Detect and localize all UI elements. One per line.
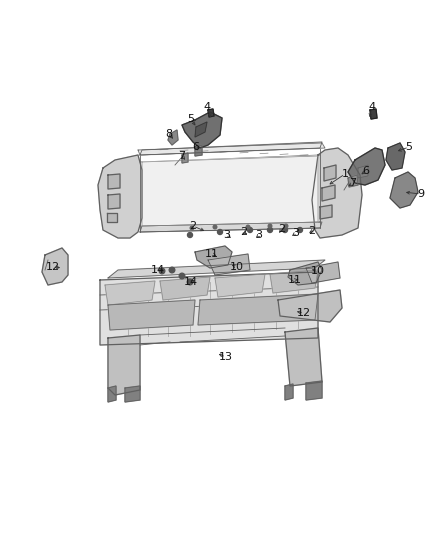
Text: 2: 2 <box>190 221 197 231</box>
Text: 3: 3 <box>255 230 262 240</box>
Polygon shape <box>160 277 210 300</box>
Polygon shape <box>324 165 336 181</box>
Text: 14: 14 <box>151 265 165 275</box>
Polygon shape <box>285 384 293 400</box>
Polygon shape <box>306 262 340 283</box>
Text: 1: 1 <box>342 169 349 179</box>
Polygon shape <box>138 143 325 155</box>
Polygon shape <box>348 175 358 187</box>
Polygon shape <box>390 172 418 208</box>
Text: 9: 9 <box>417 189 424 199</box>
Polygon shape <box>142 156 318 226</box>
Polygon shape <box>105 281 155 305</box>
Text: 14: 14 <box>184 277 198 287</box>
Text: 5: 5 <box>406 142 413 152</box>
Polygon shape <box>108 300 195 330</box>
Text: 7: 7 <box>178 151 186 161</box>
Polygon shape <box>140 142 322 155</box>
Text: 3: 3 <box>293 228 300 238</box>
Polygon shape <box>270 270 318 293</box>
Polygon shape <box>108 260 325 278</box>
Polygon shape <box>195 246 232 268</box>
Circle shape <box>246 225 250 229</box>
Text: 11: 11 <box>205 249 219 259</box>
Text: 3: 3 <box>223 230 230 240</box>
Polygon shape <box>107 213 117 222</box>
Polygon shape <box>108 194 120 209</box>
Polygon shape <box>195 122 207 137</box>
Polygon shape <box>358 165 368 178</box>
Text: 4: 4 <box>203 102 211 112</box>
Polygon shape <box>215 274 265 297</box>
Polygon shape <box>306 381 322 400</box>
Circle shape <box>268 224 272 228</box>
Text: 6: 6 <box>363 166 370 176</box>
Circle shape <box>218 230 223 235</box>
Text: 7: 7 <box>350 178 357 188</box>
Polygon shape <box>208 254 250 275</box>
Circle shape <box>190 226 194 230</box>
Polygon shape <box>168 130 178 145</box>
Text: 6: 6 <box>192 142 199 152</box>
Polygon shape <box>195 145 202 156</box>
Polygon shape <box>140 222 322 232</box>
Polygon shape <box>42 248 68 285</box>
Text: 2: 2 <box>240 227 247 237</box>
Text: 2: 2 <box>308 226 315 236</box>
Circle shape <box>247 228 252 232</box>
Text: 10: 10 <box>230 262 244 272</box>
Circle shape <box>179 273 185 279</box>
Circle shape <box>187 279 193 285</box>
Polygon shape <box>322 185 335 201</box>
Circle shape <box>159 268 165 274</box>
Circle shape <box>187 232 192 238</box>
Polygon shape <box>182 112 222 148</box>
Circle shape <box>268 228 272 232</box>
Polygon shape <box>100 272 318 345</box>
Text: 4: 4 <box>368 102 375 112</box>
Circle shape <box>283 228 287 232</box>
Text: 12: 12 <box>46 262 60 272</box>
Polygon shape <box>208 109 214 117</box>
Polygon shape <box>288 262 322 285</box>
Text: 11: 11 <box>288 275 302 285</box>
Circle shape <box>284 224 288 228</box>
Polygon shape <box>108 386 116 402</box>
Polygon shape <box>182 153 188 163</box>
Polygon shape <box>278 290 342 322</box>
Circle shape <box>169 267 175 273</box>
Polygon shape <box>312 148 362 238</box>
Polygon shape <box>98 155 142 238</box>
Text: 5: 5 <box>187 114 194 124</box>
Circle shape <box>213 225 217 229</box>
Text: 12: 12 <box>297 308 311 318</box>
Polygon shape <box>320 205 332 219</box>
Text: 8: 8 <box>166 129 173 139</box>
Polygon shape <box>108 335 140 395</box>
Polygon shape <box>285 328 322 386</box>
Polygon shape <box>108 174 120 189</box>
Polygon shape <box>348 148 385 185</box>
Polygon shape <box>198 294 318 325</box>
Text: 13: 13 <box>219 352 233 362</box>
Text: 10: 10 <box>311 266 325 276</box>
Polygon shape <box>125 386 140 402</box>
Polygon shape <box>370 109 377 119</box>
Circle shape <box>297 228 303 232</box>
Polygon shape <box>386 143 405 170</box>
Text: 2: 2 <box>279 224 286 234</box>
